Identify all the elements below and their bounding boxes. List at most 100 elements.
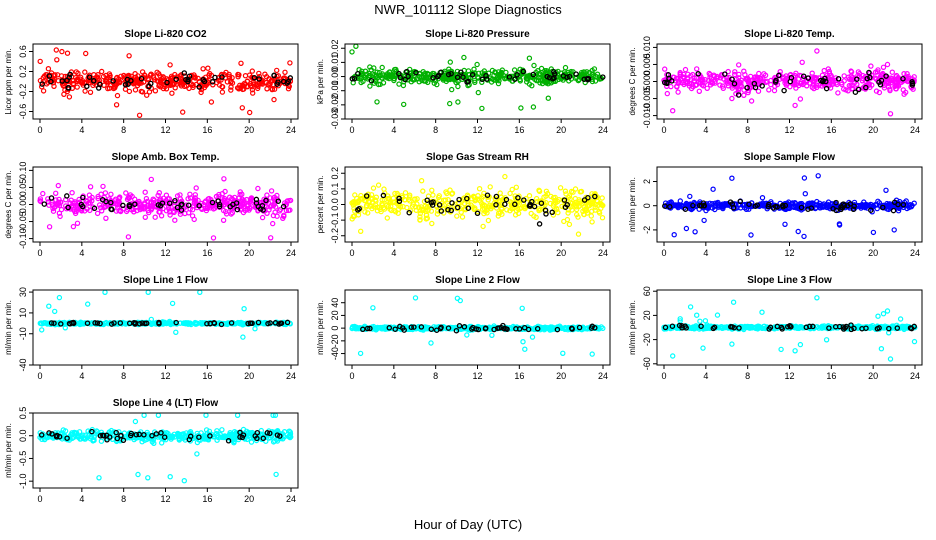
- reference-point: [108, 199, 114, 206]
- reference-point: [479, 76, 486, 83]
- data-point: [163, 208, 170, 214]
- data-point: [113, 102, 120, 108]
- data-point: [702, 318, 709, 324]
- x-tick-label: 0: [661, 248, 666, 258]
- reference-point: [48, 195, 55, 201]
- data-point: [435, 194, 442, 201]
- x-tick-label: 24: [286, 248, 296, 258]
- data-point: [688, 73, 694, 79]
- data-point: [576, 203, 582, 209]
- data-point: [563, 325, 569, 331]
- data-point: [544, 190, 551, 197]
- data-point: [112, 84, 118, 90]
- data-point: [782, 221, 788, 228]
- reference-point: [464, 195, 470, 202]
- data-point: [256, 70, 262, 77]
- reference-point: [438, 324, 444, 331]
- reference-point: [469, 326, 475, 332]
- y-tick-label: -40: [330, 347, 340, 360]
- data-point: [202, 199, 208, 206]
- data-point: [412, 196, 418, 202]
- data-point: [814, 48, 820, 54]
- reference-point: [255, 319, 262, 326]
- reference-point: [746, 201, 752, 207]
- data-point: [461, 54, 467, 61]
- reference-point: [683, 325, 689, 331]
- reference-point: [585, 194, 591, 201]
- data-point: [741, 205, 748, 211]
- series-points: [37, 412, 294, 484]
- data-point: [801, 175, 808, 181]
- data-point: [259, 214, 266, 221]
- data-point: [100, 183, 106, 190]
- data-point: [148, 176, 154, 183]
- data-point: [696, 88, 703, 95]
- y-tick-label: 0.000: [642, 70, 652, 93]
- data-point: [712, 78, 718, 84]
- reference-point: [218, 321, 225, 328]
- data-point: [254, 81, 261, 87]
- data-point: [497, 190, 503, 196]
- data-point: [197, 289, 203, 295]
- data-point: [814, 295, 820, 301]
- x-tick-label: 16: [202, 371, 212, 381]
- reference-point: [386, 325, 393, 331]
- data-point: [212, 205, 218, 211]
- data-point: [589, 219, 595, 225]
- panel-title: Slope Gas Stream RH: [426, 152, 529, 163]
- data-point: [64, 50, 71, 56]
- y-tick-label: -60: [642, 357, 652, 370]
- data-point: [676, 78, 682, 84]
- data-point: [173, 329, 179, 336]
- data-point: [139, 69, 146, 75]
- data-point: [135, 471, 141, 478]
- data-point: [249, 90, 256, 96]
- reference-point: [99, 196, 106, 203]
- data-point: [710, 186, 716, 192]
- reference-point: [521, 197, 527, 203]
- data-point: [793, 85, 799, 91]
- data-point: [126, 53, 132, 59]
- data-point: [429, 220, 435, 227]
- data-point: [132, 418, 139, 425]
- data-point: [870, 229, 877, 236]
- reference-point: [754, 202, 760, 208]
- reference-point: [363, 193, 370, 199]
- data-point: [557, 185, 564, 191]
- data-point: [37, 196, 44, 202]
- data-point: [414, 196, 420, 202]
- data-point: [360, 78, 366, 85]
- data-point: [720, 85, 727, 92]
- data-point: [169, 90, 175, 96]
- reference-point: [493, 202, 499, 208]
- data-point: [526, 55, 533, 61]
- data-point: [454, 213, 460, 219]
- data-point: [349, 49, 355, 55]
- data-point: [106, 85, 113, 91]
- x-tick-label: 8: [433, 125, 438, 135]
- data-point: [884, 78, 890, 85]
- data-point: [179, 109, 186, 115]
- reference-point: [445, 325, 452, 331]
- data-point: [102, 320, 108, 327]
- data-point: [903, 198, 909, 204]
- data-point: [479, 105, 485, 112]
- data-point: [513, 184, 519, 191]
- data-point: [168, 436, 174, 442]
- reference-point: [445, 207, 451, 213]
- data-point: [572, 186, 579, 192]
- data-point: [204, 79, 211, 85]
- data-point: [664, 90, 671, 97]
- data-point: [715, 199, 721, 206]
- data-point: [155, 412, 162, 418]
- data-point: [691, 324, 697, 331]
- data-point: [201, 84, 208, 91]
- reference-point: [891, 199, 898, 206]
- reference-point: [219, 74, 225, 80]
- data-point: [589, 351, 595, 357]
- data-point: [203, 427, 210, 433]
- data-point: [362, 209, 368, 215]
- reference-point: [454, 204, 461, 211]
- data-point: [707, 200, 713, 207]
